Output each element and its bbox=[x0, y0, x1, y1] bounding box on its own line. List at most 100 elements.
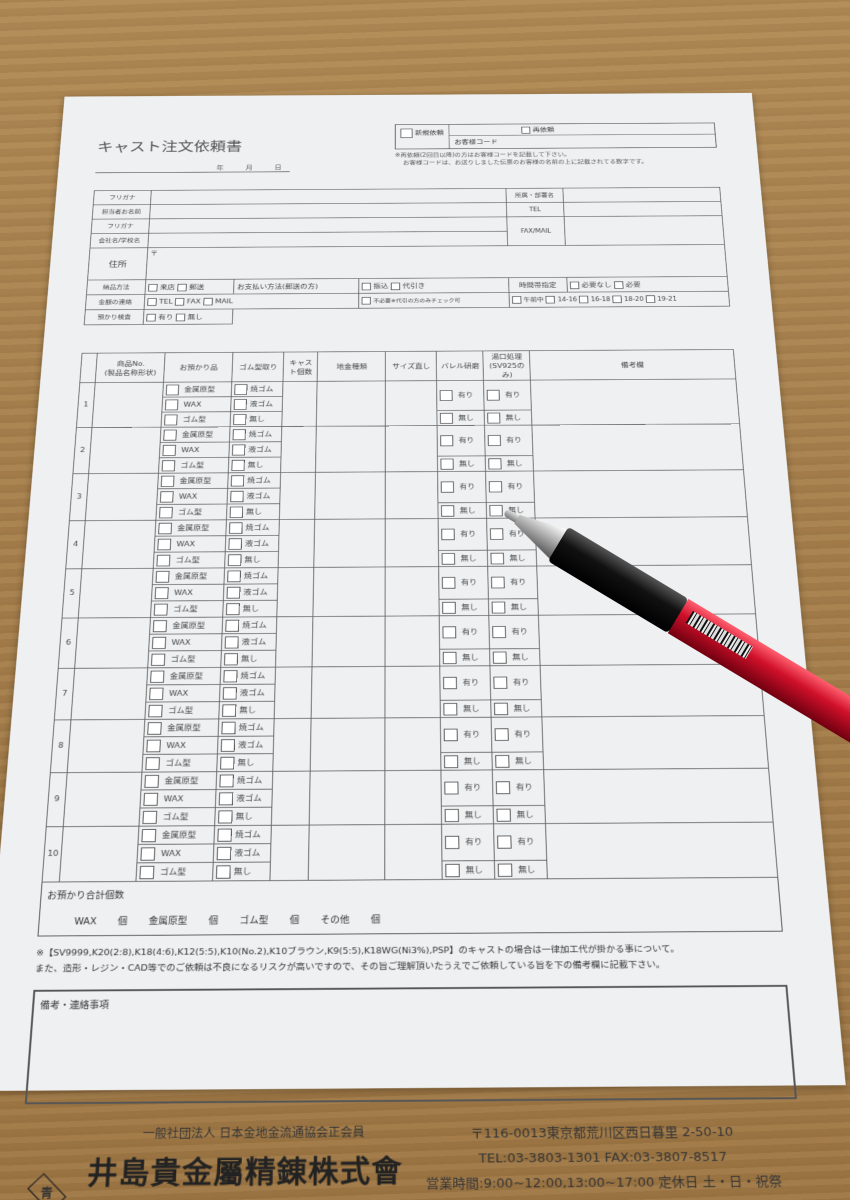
rubber-option[interactable]: 無し bbox=[225, 551, 279, 567]
sprue-option[interactable]: 有り bbox=[484, 380, 532, 410]
checkbox[interactable] bbox=[446, 863, 461, 876]
item-option[interactable]: 金属原型 bbox=[141, 772, 217, 790]
cast-qty-cell[interactable] bbox=[281, 426, 317, 472]
barrel-option[interactable]: 有り bbox=[439, 566, 489, 599]
rubber-option[interactable]: 液ゴム bbox=[224, 584, 278, 601]
rubber-option[interactable]: 液ゴム bbox=[226, 535, 280, 551]
checkbox[interactable] bbox=[493, 651, 507, 663]
checkbox[interactable] bbox=[159, 522, 173, 533]
item-option[interactable]: 金属原型 bbox=[153, 568, 225, 585]
barrel-option[interactable]: 有り bbox=[441, 717, 493, 752]
checkbox[interactable] bbox=[496, 755, 510, 768]
sprue-option[interactable]: 無し bbox=[494, 805, 546, 823]
checkbox[interactable] bbox=[494, 702, 508, 714]
checkbox[interactable] bbox=[444, 703, 458, 715]
rubber-option[interactable]: 無し bbox=[217, 754, 274, 772]
barrel-option[interactable]: 有り bbox=[440, 666, 491, 700]
checkbox[interactable] bbox=[154, 603, 168, 615]
resize-cell[interactable] bbox=[385, 718, 441, 771]
checkbox[interactable] bbox=[489, 458, 502, 469]
item-option[interactable]: ゴム型 bbox=[145, 702, 220, 720]
checkbox[interactable] bbox=[489, 481, 502, 492]
checkbox[interactable] bbox=[498, 863, 513, 876]
checkbox[interactable] bbox=[148, 722, 163, 735]
checkbox[interactable] bbox=[491, 552, 505, 564]
remarks-cell[interactable] bbox=[534, 470, 748, 518]
item-option[interactable]: WAX bbox=[137, 844, 214, 863]
checkbox[interactable] bbox=[165, 414, 178, 425]
rubber-option[interactable]: 焼ゴム bbox=[222, 617, 277, 634]
checkbox[interactable] bbox=[157, 554, 171, 566]
faxmail-field[interactable] bbox=[564, 216, 725, 246]
product-no-cell[interactable] bbox=[75, 618, 151, 669]
cast-qty-cell[interactable] bbox=[282, 381, 317, 426]
remarks-cell[interactable] bbox=[532, 424, 743, 471]
checkbox[interactable] bbox=[498, 835, 513, 848]
checkbox[interactable] bbox=[232, 444, 245, 455]
product-no-cell[interactable] bbox=[82, 520, 156, 569]
rubber-option[interactable]: 無し bbox=[215, 807, 272, 826]
time-options[interactable]: 必要なし 必要 bbox=[567, 276, 729, 292]
checkbox[interactable] bbox=[492, 601, 506, 613]
barrel-option[interactable]: 無し bbox=[442, 861, 495, 880]
rubber-option[interactable]: 焼ゴム bbox=[226, 520, 280, 536]
rubber-option[interactable]: 無し bbox=[219, 701, 275, 719]
checkbox[interactable] bbox=[150, 687, 164, 699]
rubber-option[interactable]: 液ゴム bbox=[231, 396, 283, 411]
checkbox[interactable] bbox=[440, 390, 453, 401]
barrel-option[interactable]: 無し bbox=[437, 410, 485, 425]
checkbox[interactable] bbox=[488, 435, 501, 446]
checkbox[interactable] bbox=[490, 505, 503, 516]
resize-cell[interactable] bbox=[386, 519, 440, 567]
sprue-option[interactable]: 有り bbox=[490, 665, 541, 699]
time-slots[interactable]: 午前中 14-16 16-18 18-20 19-21 bbox=[509, 291, 730, 307]
rubber-option[interactable]: 無し bbox=[227, 504, 280, 520]
cast-qty-cell[interactable] bbox=[273, 718, 311, 771]
checkbox[interactable] bbox=[496, 781, 510, 794]
cast-qty-cell[interactable] bbox=[276, 617, 313, 668]
remarks-cell[interactable] bbox=[531, 379, 740, 425]
checkbox[interactable] bbox=[141, 847, 156, 860]
checkbox[interactable] bbox=[222, 704, 236, 716]
barrel-option[interactable]: 無し bbox=[438, 456, 486, 472]
sprue-option[interactable]: 無し bbox=[490, 649, 541, 666]
checkbox[interactable] bbox=[233, 429, 246, 440]
product-no-cell[interactable] bbox=[89, 427, 161, 473]
checkbox[interactable] bbox=[228, 570, 242, 582]
sprue-option[interactable]: 有り bbox=[494, 824, 547, 861]
metal-type-cell[interactable] bbox=[312, 616, 385, 667]
sprue-option[interactable]: 有り bbox=[485, 425, 533, 456]
rubber-option[interactable]: 焼ゴム bbox=[220, 667, 275, 684]
barrel-option[interactable]: 無し bbox=[440, 649, 490, 666]
rubber-option[interactable]: 焼ゴム bbox=[216, 771, 273, 789]
checkbox[interactable] bbox=[221, 756, 235, 769]
rubber-option[interactable]: 液ゴム bbox=[218, 736, 274, 754]
not-needed-option[interactable]: 不必要※代引の方のみチェック可 bbox=[359, 292, 510, 308]
cast-qty-cell[interactable] bbox=[280, 472, 316, 519]
checkbox[interactable] bbox=[224, 670, 238, 682]
checkbox[interactable] bbox=[225, 636, 239, 648]
sprue-option[interactable]: 有り bbox=[493, 770, 546, 806]
barrel-option[interactable]: 有り bbox=[441, 770, 493, 806]
rubber-option[interactable]: 焼ゴム bbox=[224, 568, 278, 585]
checkbox[interactable] bbox=[495, 728, 509, 741]
metal-type-cell[interactable] bbox=[315, 472, 386, 519]
checkbox[interactable] bbox=[161, 475, 175, 486]
sprue-option[interactable]: 無し bbox=[491, 700, 542, 718]
checkbox[interactable] bbox=[218, 810, 233, 823]
barrel-option[interactable]: 有り bbox=[442, 824, 495, 861]
barrel-option[interactable]: 無し bbox=[438, 502, 487, 518]
checkbox[interactable] bbox=[521, 127, 530, 134]
new-request-option[interactable]: 新規依頼 bbox=[396, 125, 450, 149]
checkbox[interactable] bbox=[162, 460, 176, 471]
rubber-option[interactable]: 液ゴム bbox=[216, 789, 273, 807]
resize-cell[interactable] bbox=[385, 824, 442, 880]
checkbox[interactable] bbox=[445, 836, 459, 849]
checkbox[interactable] bbox=[156, 571, 170, 583]
item-option[interactable]: ゴム型 bbox=[156, 504, 227, 520]
item-option[interactable]: WAX bbox=[146, 684, 220, 702]
rubber-option[interactable]: 無し bbox=[223, 600, 278, 617]
checkbox[interactable] bbox=[166, 384, 179, 395]
checkbox[interactable] bbox=[234, 399, 247, 410]
metal-type-cell[interactable] bbox=[314, 519, 385, 567]
